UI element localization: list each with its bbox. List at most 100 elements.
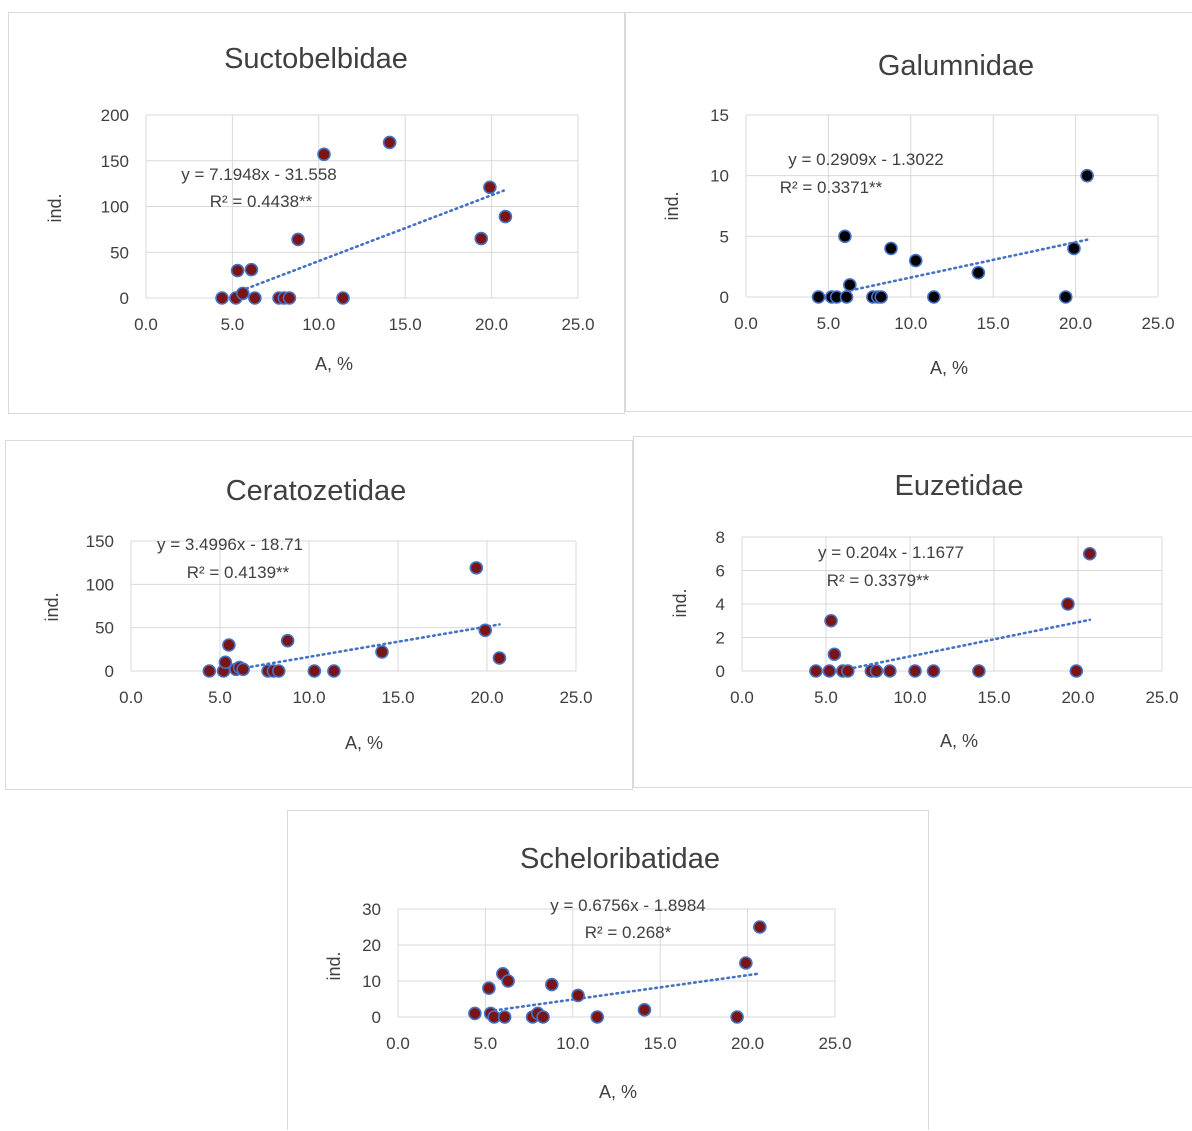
x-tick-label: 5.0 [814, 688, 838, 707]
scatter-chart-scheloribatidae: 0.0 5.0 10.0 15.0 20.0 25.0 0 10 20 30 Scheloribat… [324, 843, 852, 1102]
data-point [271, 664, 286, 678]
data-point [497, 1010, 512, 1024]
data-point [218, 655, 233, 670]
x-tick-label: 10.0 [292, 688, 325, 707]
data-point [884, 241, 898, 256]
trendline [239, 189, 505, 292]
data-point [839, 290, 854, 304]
data-point [869, 664, 884, 678]
data-point [336, 291, 350, 305]
data-point [244, 262, 259, 277]
x-tick-label: 10.0 [556, 1034, 589, 1053]
data-point [468, 1006, 482, 1021]
data-point [291, 232, 305, 247]
chart-panel-scheloribatidae: 0.0 5.0 10.0 15.0 20.0 25.0 0 10 20 30 Scheloribat… [287, 810, 929, 1130]
y-tick-label: 2 [716, 629, 725, 648]
data-point [327, 664, 341, 678]
data-point [571, 988, 585, 1003]
scatter-chart-suctobelbidae: 0.0 5.0 10.0 15.0 20.0 25.0 0 50 100 150 200 Suctob… [45, 43, 595, 374]
x-tick-label: 0.0 [386, 1034, 410, 1053]
y-tick-label: 15 [710, 106, 729, 125]
data-point [926, 664, 941, 678]
data-point [730, 1010, 744, 1024]
data-point [1061, 597, 1075, 611]
x-tick-label: 15.0 [977, 314, 1010, 333]
data-point [222, 638, 236, 652]
data-point [501, 974, 515, 988]
data-point [637, 1003, 652, 1017]
data-point [822, 664, 837, 678]
data-point [545, 977, 559, 992]
data-point [248, 291, 262, 305]
data-point [874, 290, 888, 304]
data-point [811, 290, 826, 304]
data-point [478, 623, 493, 638]
trendline-equation: y = 3.4996x - 18.71 [157, 535, 303, 554]
x-tick-label: 20.0 [1059, 314, 1092, 333]
data-point [215, 291, 229, 305]
x-tick-label: 10.0 [302, 315, 335, 334]
data-point [1080, 168, 1094, 183]
x-tick-label: 10.0 [894, 314, 927, 333]
y-tick-label: 0 [716, 662, 725, 681]
x-tick-label: 5.0 [208, 688, 232, 707]
x-tick-label: 25.0 [1145, 688, 1178, 707]
x-tick-label: 20.0 [731, 1034, 764, 1053]
x-tick-label: 0.0 [134, 315, 158, 334]
data-point [202, 664, 217, 678]
data-point [1058, 290, 1073, 304]
data-point [843, 278, 857, 292]
y-tick-label: 100 [101, 198, 129, 217]
y-tick-label: 4 [716, 595, 725, 614]
data-point [883, 664, 897, 678]
data-point [971, 265, 986, 280]
trendline-equation: y = 0.6756x - 1.8984 [550, 896, 705, 915]
r-squared-label: R² = 0.268* [585, 923, 672, 942]
trendline [227, 623, 501, 672]
y-tick-label: 0 [105, 662, 114, 681]
y-tick-label: 10 [362, 972, 381, 991]
data-point [1067, 241, 1081, 256]
data-point [739, 956, 753, 970]
chart-title: Galumnidae [878, 50, 1034, 82]
scatter-chart-galumnidae: 0.0 5.0 10.0 15.0 20.0 25.0 0 5 10 15 Galumnidae A,… [662, 50, 1175, 378]
data-point [841, 664, 855, 678]
data-point [236, 662, 250, 677]
scatter-chart-euzetidae: 0.0 5.0 10.0 15.0 20.0 25.0 0 2 4 6 8 Euzetidae A, %… [670, 470, 1179, 751]
x-tick-label: 15.0 [389, 315, 422, 334]
x-tick-label: 15.0 [381, 688, 414, 707]
x-tick-label: 0.0 [730, 688, 754, 707]
x-axis-label: A, % [930, 358, 968, 378]
chart-panel-galumnidae: 0.0 5.0 10.0 15.0 20.0 25.0 0 5 10 15 Galumnidae A,… [625, 12, 1192, 412]
data-point [280, 633, 295, 648]
r-squared-label: R² = 0.3379** [827, 571, 930, 590]
y-tick-label: 50 [95, 619, 114, 638]
trendline [841, 618, 1092, 672]
y-tick-label: 0 [372, 1008, 381, 1027]
data-point [492, 651, 507, 665]
y-tick-label: 5 [720, 227, 729, 246]
data-point [809, 664, 823, 678]
x-tick-label: 0.0 [734, 314, 758, 333]
data-point [753, 920, 767, 934]
data-point [498, 209, 513, 224]
trendline [487, 972, 762, 1013]
data-point [1069, 664, 1084, 678]
x-axis-label: A, % [940, 731, 978, 751]
x-tick-label: 0.0 [119, 688, 143, 707]
data-point [282, 291, 297, 305]
trendline-equation: y = 7.1948x - 31.558 [181, 165, 336, 184]
y-tick-label: 0 [720, 288, 729, 307]
data-point [469, 561, 484, 575]
y-axis-label: ind. [670, 588, 690, 617]
y-axis-label: ind. [45, 193, 65, 222]
y-tick-label: 8 [716, 528, 725, 547]
data-point [317, 147, 331, 162]
y-tick-label: 6 [716, 562, 725, 581]
x-tick-label: 5.0 [817, 314, 841, 333]
data-point [482, 981, 496, 995]
data-point [375, 645, 389, 659]
y-tick-label: 10 [710, 167, 729, 186]
x-tick-label: 20.0 [470, 688, 503, 707]
x-tick-label: 5.0 [474, 1034, 498, 1053]
